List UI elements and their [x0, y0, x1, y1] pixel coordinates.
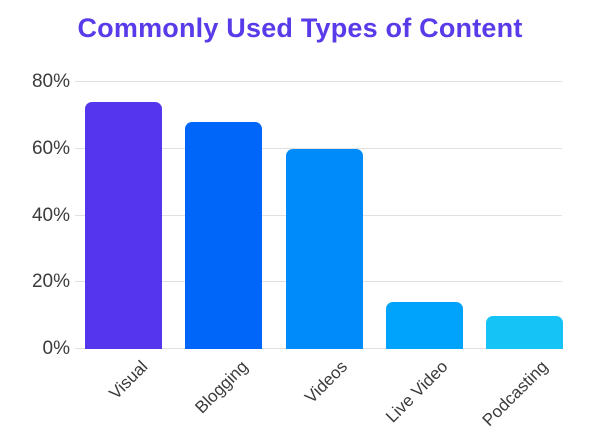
bar-live-video: [385, 302, 463, 349]
y-axis-tick-label: 60%: [31, 137, 70, 159]
x-axis-label: Videos: [301, 357, 352, 407]
y-axis-tick-label: 0%: [42, 338, 70, 359]
gridline-80: [75, 81, 562, 82]
x-axis-label: Visual: [104, 357, 151, 403]
bar-podcasting: [486, 315, 563, 349]
y-axis-tick-label: 20%: [31, 271, 70, 293]
x-axis-label: Podcasting: [479, 357, 552, 430]
y-axis-tick-label: 40%: [31, 204, 70, 226]
gridline-60: [75, 147, 562, 149]
y-axis-tick-label: 80%: [31, 71, 70, 92]
bar-blogging: [185, 122, 263, 349]
bar-visual: [85, 102, 162, 349]
chart-title: Commonly Used Types of Content: [77, 13, 523, 43]
x-axis-label: Blogging: [190, 357, 252, 418]
bar-videos: [285, 148, 363, 349]
x-axis-label: Live Video: [382, 357, 452, 427]
